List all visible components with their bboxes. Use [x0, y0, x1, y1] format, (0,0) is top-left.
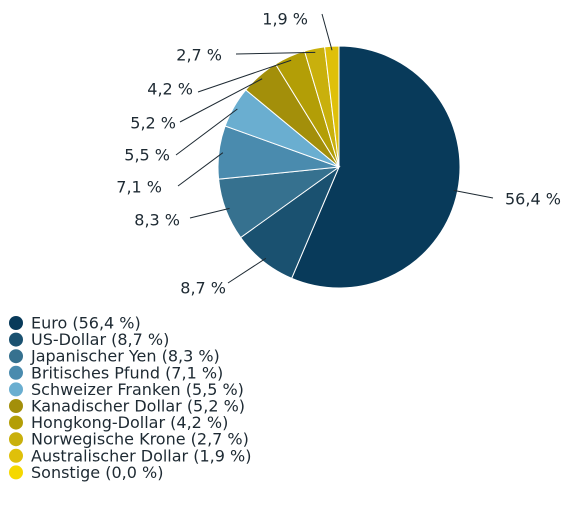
data-label: 4,2 %	[147, 80, 193, 99]
legend-marker	[9, 432, 23, 447]
leader-line	[175, 108, 238, 156]
legend-label: Sonstige (0,0 %)	[31, 463, 163, 482]
legend-label: Japanischer Yen (8,3 %)	[30, 347, 220, 366]
leader-line	[235, 51, 316, 55]
legend-marker	[9, 415, 23, 430]
legend-label: Euro (56,4 %)	[31, 314, 141, 333]
leader-line	[177, 152, 224, 187]
leader-line	[189, 207, 230, 219]
leader-line	[197, 59, 292, 93]
legend-marker	[9, 349, 23, 364]
legend-label: Norwegische Krone (2,7 %)	[31, 430, 249, 449]
legend-marker	[9, 332, 23, 347]
leader-line	[227, 257, 267, 284]
data-label: 2,7 %	[176, 46, 222, 65]
legend-label: Australischer Dollar (1,9 %)	[31, 446, 251, 465]
leader-line	[179, 78, 263, 123]
legend-label: Britisches Pfund (7,1 %)	[31, 363, 223, 382]
data-label: 7,1 %	[116, 178, 162, 197]
data-label: 8,7 %	[180, 279, 226, 298]
data-label: 5,2 %	[130, 114, 176, 133]
legend-marker	[9, 365, 23, 380]
data-label: 8,3 %	[134, 211, 180, 230]
legend-marker	[9, 316, 23, 330]
legend-marker	[9, 382, 23, 397]
legend-marker	[9, 399, 23, 413]
data-label: 5,5 %	[124, 146, 170, 165]
leader-line	[321, 13, 333, 51]
legend-label: US-Dollar (8,7 %)	[31, 330, 169, 349]
data-label: 1,9 %	[262, 10, 308, 29]
legend-marker	[9, 448, 23, 463]
legend-marker	[9, 465, 23, 480]
legend-label: Hongkong-Dollar (4,2 %)	[31, 413, 228, 432]
legend-label: Schweizer Franken (5,5 %)	[31, 380, 244, 399]
legend-label: Kanadischer Dollar (5,2 %)	[31, 397, 245, 416]
data-label: 56,4 %	[505, 190, 561, 209]
leader-line	[453, 189, 494, 199]
